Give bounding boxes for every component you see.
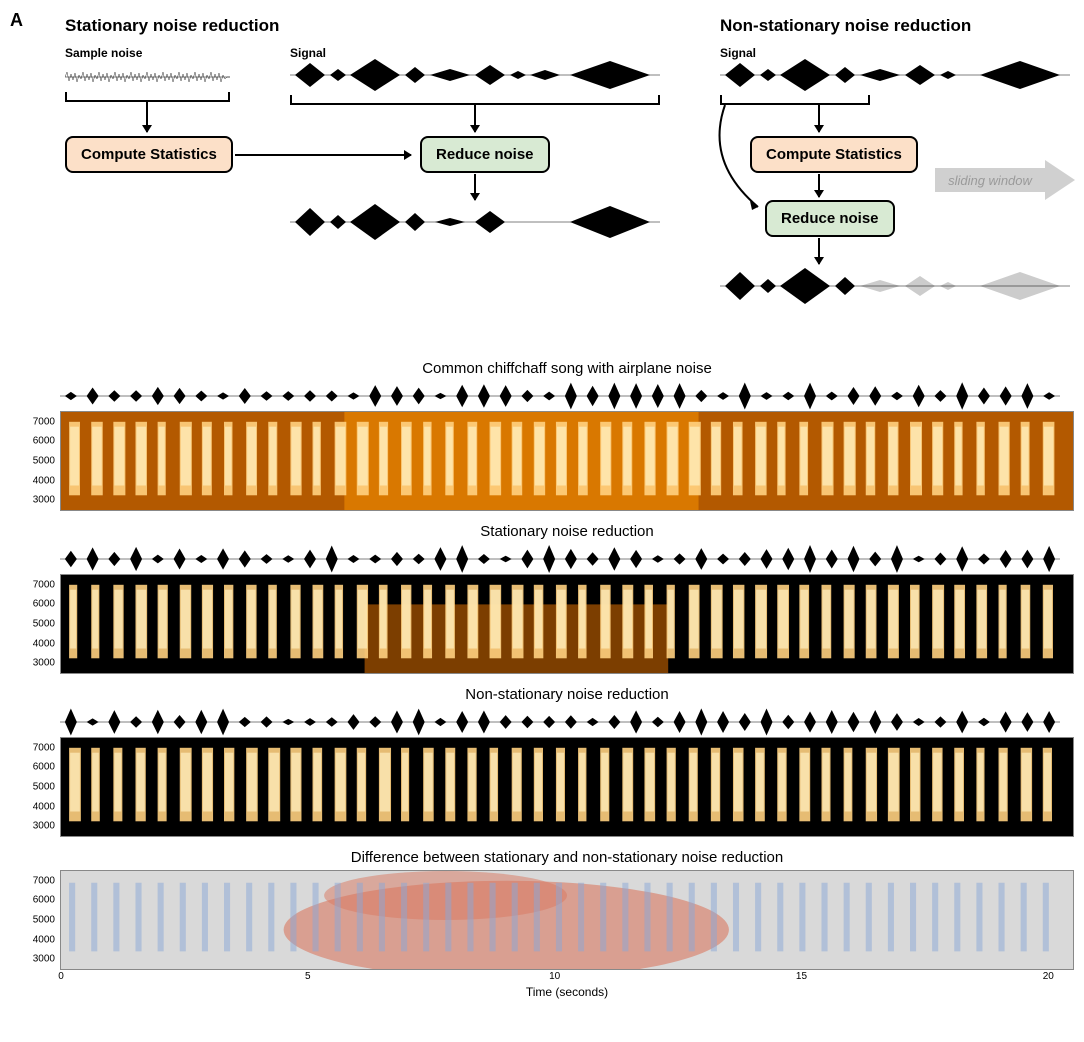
y-tick: 3000 — [33, 821, 55, 832]
panel-a: A Stationary noise reduction Sample nois… — [10, 10, 1074, 360]
y-tick: 7000 — [33, 579, 55, 590]
sample-noise-label: Sample noise — [65, 46, 142, 60]
y-tick: 7000 — [33, 742, 55, 753]
x-tick: 15 — [796, 971, 807, 982]
x-tick: 20 — [1043, 971, 1054, 982]
spectrogram-block: Difference between stationary and non-st… — [60, 849, 1074, 970]
y-tick: 7000 — [33, 875, 55, 886]
sliding-window-text: sliding window — [948, 173, 1033, 188]
y-tick: 6000 — [33, 599, 55, 610]
y-axis: Hz30004000500060007000 — [19, 412, 59, 510]
curved-arrow — [710, 102, 770, 217]
y-tick: 5000 — [33, 619, 55, 630]
panel-a-label: A — [10, 10, 23, 31]
y-tick: 3000 — [33, 495, 55, 506]
reduce-box-2: Reduce noise — [765, 200, 895, 237]
spectrogram-title: Stationary noise reduction — [60, 523, 1074, 540]
y-tick: 6000 — [33, 895, 55, 906]
arrow-noise-down — [146, 102, 148, 132]
arrow-signal-2-down — [818, 105, 820, 132]
signal-waveform-1 — [290, 55, 660, 95]
compute-box-2-label: Compute Statistics — [766, 146, 902, 163]
diff-spectrogram: Hz3000400050006000700005101520Time (seco… — [60, 870, 1074, 970]
stationary-title: Stationary noise reduction — [65, 16, 279, 36]
spectrogram-block: Common chiffchaff song with airplane noi… — [60, 360, 1074, 511]
y-tick: 3000 — [33, 954, 55, 965]
spectrogram-block: Stationary noise reduction Hz300040005000… — [60, 523, 1074, 674]
arrow-signal-1-down — [474, 105, 476, 132]
spectrogram-title: Non-stationary noise reduction — [60, 686, 1074, 703]
arrow-reduce-1-down — [474, 174, 476, 200]
y-tick: 4000 — [33, 638, 55, 649]
compute-box-2: Compute Statistics — [750, 136, 918, 173]
waveform-strip — [60, 707, 1074, 737]
x-axis-label: Time (seconds) — [526, 985, 608, 999]
spectrogram: Hz30004000500060007000 — [60, 411, 1074, 511]
reduce-box-1-label: Reduce noise — [436, 146, 534, 163]
y-tick: 5000 — [33, 456, 55, 467]
signal-waveform-2 — [720, 55, 1070, 95]
y-tick: 4000 — [33, 475, 55, 486]
y-axis: Hz30004000500060007000 — [19, 738, 59, 836]
arrow-reduce-2-down — [818, 238, 820, 264]
compute-box-1-label: Compute Statistics — [81, 146, 217, 163]
x-tick: 10 — [549, 971, 560, 982]
panel-b: B Common chiffchaff song with airplane n… — [10, 360, 1074, 1022]
sample-noise-waveform — [65, 62, 230, 92]
reduce-box-1: Reduce noise — [420, 136, 550, 173]
spectrogram-title: Difference between stationary and non-st… — [60, 849, 1074, 866]
y-tick: 3000 — [33, 658, 55, 669]
y-tick: 5000 — [33, 782, 55, 793]
y-tick: 6000 — [33, 762, 55, 773]
y-tick: 4000 — [33, 934, 55, 945]
y-tick: 6000 — [33, 436, 55, 447]
arrow-compute-to-reduce — [235, 154, 411, 156]
output-waveform-2 — [720, 266, 1070, 306]
y-axis: Hz30004000500060007000 — [19, 871, 59, 969]
spectrogram-title: Common chiffchaff song with airplane noi… — [60, 360, 1074, 377]
x-axis: 05101520Time (seconds) — [61, 971, 1073, 991]
bracket-signal-1 — [290, 95, 660, 105]
arrow-compute-2-down — [818, 174, 820, 197]
y-tick: 7000 — [33, 416, 55, 427]
compute-box-1: Compute Statistics — [65, 136, 233, 173]
nonstationary-title: Non-stationary noise reduction — [720, 16, 971, 36]
bracket-noise — [65, 92, 230, 102]
x-tick: 5 — [305, 971, 311, 982]
spectrogram: Hz30004000500060007000 — [60, 574, 1074, 674]
waveform-strip — [60, 381, 1074, 411]
y-axis: Hz30004000500060007000 — [19, 575, 59, 673]
output-waveform-1 — [290, 202, 660, 242]
reduce-box-2-label: Reduce noise — [781, 210, 879, 227]
spectrogram: Hz30004000500060007000 — [60, 737, 1074, 837]
spectrogram-block: Non-stationary noise reduction Hz30004000… — [60, 686, 1074, 837]
sliding-window-arrow: sliding window — [935, 160, 1075, 200]
waveform-strip — [60, 544, 1074, 574]
y-tick: 5000 — [33, 915, 55, 926]
y-tick: 4000 — [33, 801, 55, 812]
x-tick: 0 — [58, 971, 64, 982]
